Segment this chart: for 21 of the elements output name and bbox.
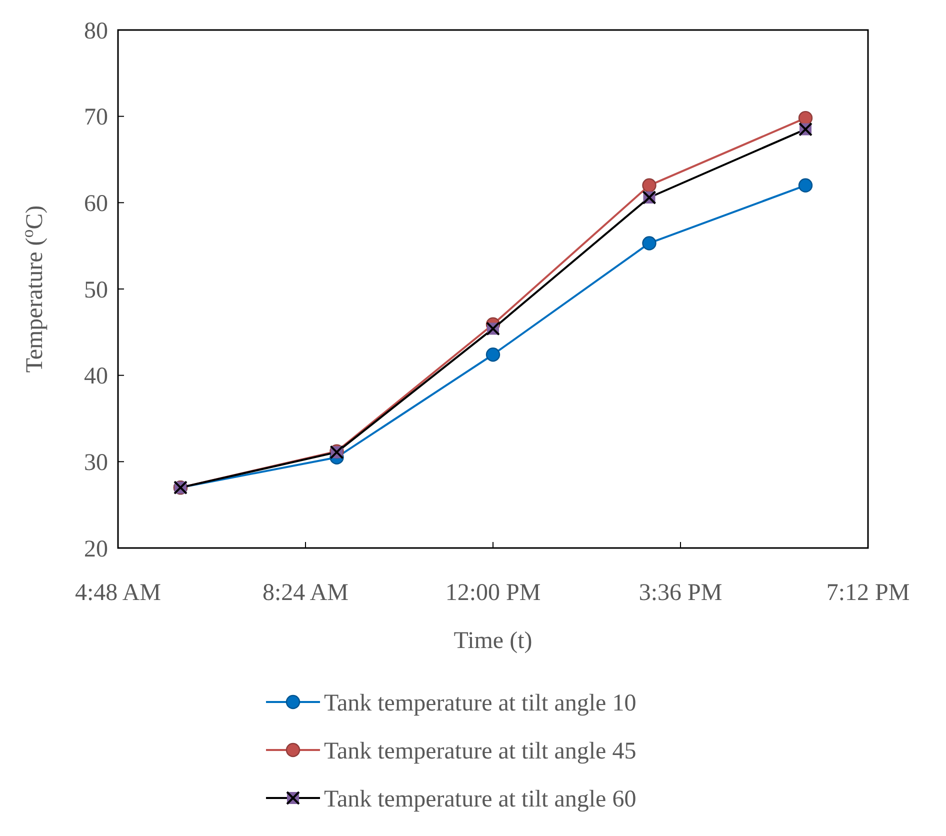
legend-label: Tank temperature at tilt angle 60 bbox=[324, 786, 636, 812]
x-tick-label: 8:24 AM bbox=[262, 580, 349, 606]
point bbox=[798, 110, 813, 126]
x-tick-label: 7:12 PM bbox=[826, 580, 910, 606]
legend-label: Tank temperature at tilt angle 10 bbox=[324, 690, 636, 716]
x-tick-label: 12:00 PM bbox=[445, 580, 541, 606]
point bbox=[798, 178, 813, 192]
x-tick-label: 3:36 PM bbox=[638, 580, 722, 606]
y-tick-label: 80 bbox=[84, 18, 108, 44]
point bbox=[486, 348, 500, 362]
x-tick-label: 4:48 AM bbox=[74, 580, 162, 606]
y-tick-label: 60 bbox=[84, 191, 108, 218]
point bbox=[642, 178, 656, 192]
legend-label: Tank temperature at tilt angle 45 bbox=[324, 738, 636, 764]
y-tick-label: 30 bbox=[84, 450, 108, 476]
y-tick-label: 50 bbox=[84, 277, 108, 304]
y-tick-label: 70 bbox=[84, 104, 108, 131]
x-axis-title: Time (t) bbox=[454, 628, 532, 654]
y-tick-label: 40 bbox=[84, 364, 108, 390]
y-tick-label: 20 bbox=[84, 536, 108, 562]
point bbox=[642, 236, 656, 250]
